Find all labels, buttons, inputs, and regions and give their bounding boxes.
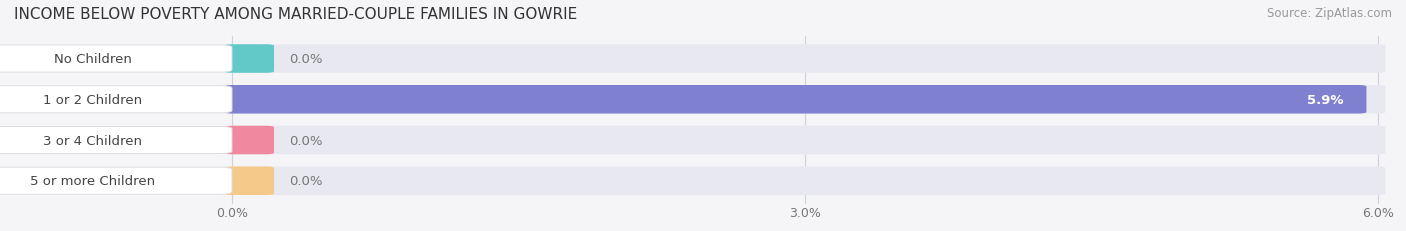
FancyBboxPatch shape [0, 46, 232, 73]
Text: 3 or 4 Children: 3 or 4 Children [44, 134, 142, 147]
Text: 0.0%: 0.0% [290, 53, 323, 66]
Text: INCOME BELOW POVERTY AMONG MARRIED-COUPLE FAMILIES IN GOWRIE: INCOME BELOW POVERTY AMONG MARRIED-COUPL… [14, 7, 578, 22]
Text: 5 or more Children: 5 or more Children [30, 174, 155, 187]
FancyBboxPatch shape [225, 45, 274, 73]
FancyBboxPatch shape [0, 86, 232, 113]
FancyBboxPatch shape [225, 86, 1367, 114]
FancyBboxPatch shape [0, 127, 232, 154]
FancyBboxPatch shape [225, 126, 1385, 155]
Text: Source: ZipAtlas.com: Source: ZipAtlas.com [1267, 7, 1392, 20]
FancyBboxPatch shape [225, 167, 274, 195]
FancyBboxPatch shape [0, 167, 232, 195]
Text: 0.0%: 0.0% [290, 174, 323, 187]
FancyBboxPatch shape [225, 86, 1385, 114]
FancyBboxPatch shape [225, 126, 274, 155]
Text: No Children: No Children [53, 53, 132, 66]
Text: 0.0%: 0.0% [290, 134, 323, 147]
Text: 1 or 2 Children: 1 or 2 Children [44, 93, 142, 106]
FancyBboxPatch shape [225, 45, 1385, 73]
FancyBboxPatch shape [225, 167, 1385, 195]
Text: 5.9%: 5.9% [1308, 93, 1344, 106]
